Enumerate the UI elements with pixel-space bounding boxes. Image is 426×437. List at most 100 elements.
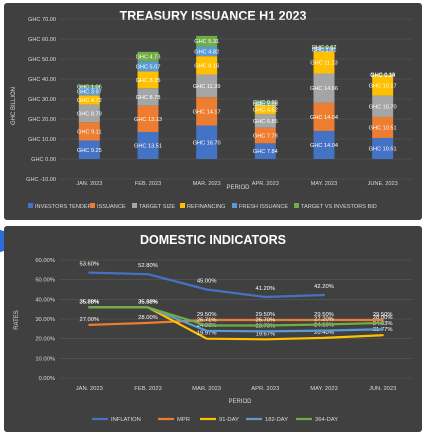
data-label: 27.00% [79,317,99,323]
legend-swatch [132,203,137,208]
x-tick-label: FEB. 2023 [134,386,161,392]
bar-segment [254,105,276,115]
treasury-issuance-chart-panel: TREASURY ISSUANCE H1 2023 GHC BILLION PE… [4,3,422,220]
bar-segment [254,114,276,128]
domestic-indicators-chart: DOMESTIC INDICATORS RATES PERIOD 0.00% 10… [14,233,412,423]
bar-segment [78,140,100,159]
legend-item: 364-DAY [315,417,338,423]
x-tick-label: MAY. 2023 [310,386,338,392]
data-label: GHC 14.17 [193,109,221,115]
y-tick-label: 60.00% [35,258,55,264]
bar-segment [313,130,335,159]
x-axis-label: PERIOD [226,185,250,191]
bar-segment [254,127,276,144]
legend-swatch [28,203,33,208]
bar-segment [254,143,276,159]
x-tick-label: JUNE. 2023 [368,181,398,187]
bar-segment [78,87,100,96]
data-label: 19.67% [255,331,275,337]
domestic-indicators-chart-panel: DOMESTIC INDICATORS RATES PERIOD 0.00% 10… [4,226,422,432]
bar-segment [372,74,394,76]
bar-segment [196,125,218,159]
x-tick-label: APR. 2023 [252,181,279,187]
data-label: 28.00% [138,315,158,321]
data-label: 27.20% [314,317,334,323]
data-label: GHC 10.17 [369,83,397,89]
data-label: 29.50% [373,312,393,318]
legend-item: REFINANCING [187,204,226,210]
legend-item: INVESTORS TENDER [35,204,92,210]
chart-title: DOMESTIC INDICATORS [140,233,286,247]
legend-swatch [232,203,237,208]
data-label: 35.88% [79,299,99,305]
series-line [88,318,384,327]
data-label: GHC 9.11 [77,129,101,135]
y-tick-label: GHC 10.00 [28,137,56,143]
y-tick-label: 40.00% [35,297,55,303]
data-label: GHC 11.13 [310,60,338,66]
bar-segment [313,73,335,103]
data-label: 42.20% [314,284,334,290]
treasury-issuance-chart: TREASURY ISSUANCE H1 2023 GHC BILLION PE… [11,9,412,210]
y-tick-label: GHC 0.00 [31,157,56,163]
data-label: 35.88% [138,299,158,305]
legend-item: 182-DAY [265,417,288,423]
data-label: 41.20% [255,286,275,292]
y-tick-label: GHC 60.00 [28,37,56,43]
data-label: 45.00% [197,279,217,285]
y-tick-label: GHC -10.00 [26,177,56,183]
data-label: 29.50% [255,312,275,318]
data-label: 24.10% [314,323,334,329]
x-tick-label: MAR. 2023 [193,181,221,187]
bar-segment [137,71,159,89]
data-label: GHC 8.79 [77,111,102,117]
data-label: GHC 7.78 [253,134,278,140]
data-label: GHC 5.07 [136,64,161,70]
data-label: 35.88% [79,299,99,305]
data-label: GHC 6.85 [253,119,278,125]
legend-item: MPR [177,417,190,423]
data-label: GHC 0.62 [312,45,337,51]
bar-segment [137,88,159,106]
x-tick-label: JUN. 2023 [369,386,396,392]
bar-segment [137,61,159,72]
data-label: GHC 5.31 [194,39,219,45]
bar-segment [372,137,394,159]
x-tick-label: JAN. 2023 [76,386,103,392]
data-label: 26.71% [197,317,217,323]
bar-segment [313,102,335,131]
data-label: GHC 9.16 [194,63,219,69]
y-tick-label: 30.00% [35,317,55,323]
data-label: GHC 4.73 [136,55,161,61]
y-tick-label: 20.00% [35,337,55,343]
bar-segment [254,102,276,106]
legend-swatch [180,203,185,208]
bar-segment [78,95,100,105]
bar-segment [196,35,218,47]
data-label: GHC 16.70 [193,140,221,146]
data-label: GHC 10.70 [369,104,397,110]
data-label: 53.60% [79,262,99,268]
bar-segment [254,100,276,103]
data-label: 35.88% [79,299,99,305]
data-label: 35.88% [138,299,158,305]
legend-item: 91-DAY [219,417,239,423]
data-label: GHC 11.39 [193,84,221,90]
bar-segment [372,95,394,117]
data-label: 29.50% [314,312,334,318]
bar-segment [313,51,335,74]
y-tick-label: GHC 40.00 [28,77,56,83]
data-label: GHC 0.34 [370,73,395,79]
data-label: 20.40% [314,330,334,336]
bar-segment [313,47,335,52]
legend-item: TARGET VS INVESTORS BID [301,204,377,210]
data-label: 26.70% [255,317,275,323]
bar-segment [196,97,218,126]
y-tick-label: 0.00% [39,376,55,382]
data-label: 28.00% [373,315,393,321]
y-tick-label: 10.00% [35,356,55,362]
data-label: GHC 14.04 [310,143,338,149]
y-tick-label: GHC 30.00 [28,97,56,103]
bar-segment [137,51,159,62]
data-label: GHC 7.84 [253,149,278,155]
